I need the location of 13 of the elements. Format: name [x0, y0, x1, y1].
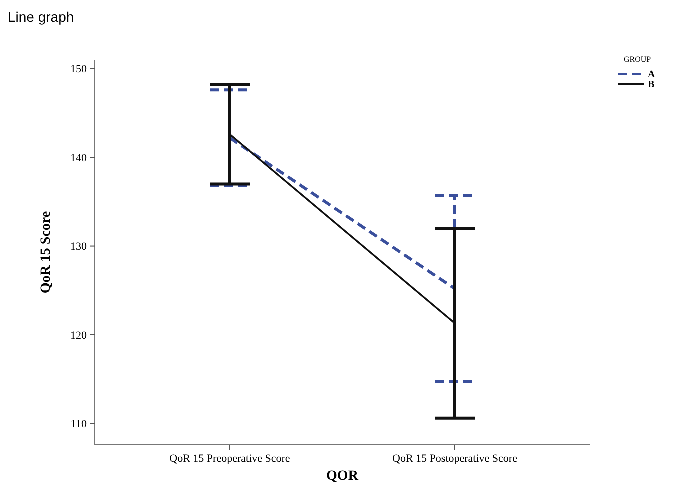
y-tick-label: 140: [70, 152, 88, 164]
legend-label: A: [648, 70, 656, 80]
chart-title: Line graph: [8, 9, 74, 25]
x-axis-title: QOR: [326, 469, 360, 484]
y-tick-label: 110: [70, 418, 88, 431]
x-tick-label: QoR 15 Postoperative Score: [392, 453, 518, 465]
x-tick-label: QoR 15 Preoperative Score: [170, 453, 290, 465]
legend-label: B: [648, 80, 655, 90]
y-tick-label: 130: [70, 241, 88, 254]
y-axis-title: QoR 15 Score: [39, 211, 54, 294]
legend-title: GROUP: [624, 55, 652, 64]
y-tick-label: 120: [70, 330, 88, 342]
y-tick-label: 150: [70, 64, 88, 76]
